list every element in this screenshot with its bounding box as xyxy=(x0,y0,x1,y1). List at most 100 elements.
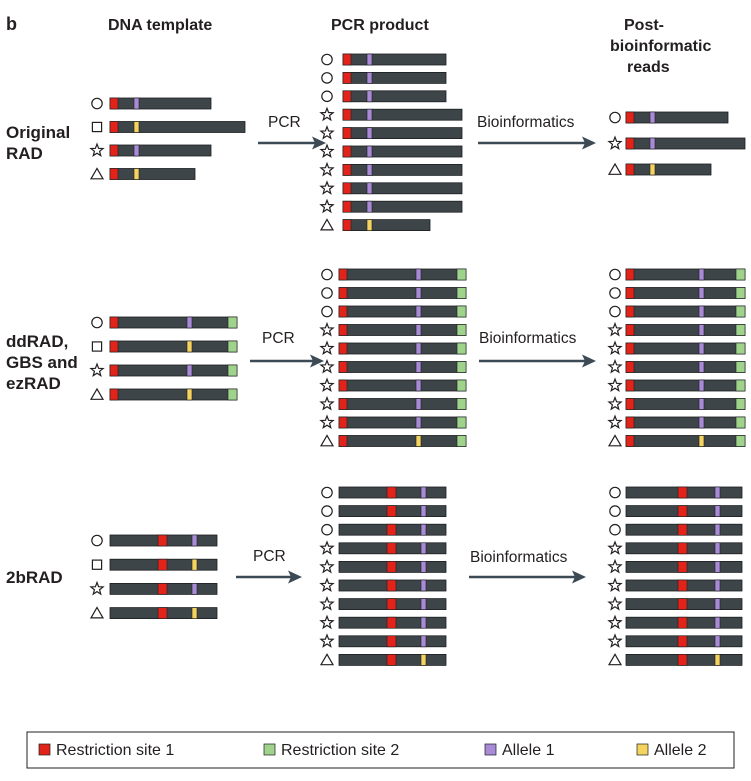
read-bar-body xyxy=(342,200,463,213)
arrow-label-bioinformatics-row1: Bioinformatics xyxy=(477,114,575,131)
restriction-site-1-mark xyxy=(625,435,635,447)
allele-1-mark xyxy=(366,200,373,213)
arrow-head xyxy=(288,570,302,584)
star-icon xyxy=(607,577,623,593)
read-bar-body xyxy=(338,435,467,447)
circle-icon xyxy=(321,53,333,66)
arrow-head xyxy=(582,354,596,368)
allele-1-mark xyxy=(714,523,721,536)
circle-icon xyxy=(321,268,333,281)
star-icon xyxy=(607,614,623,630)
read-bar-body xyxy=(109,364,238,377)
restriction-site-1-mark xyxy=(338,416,348,429)
restriction-site-2-mark xyxy=(456,324,467,336)
read-bar xyxy=(338,523,447,536)
restriction-site-2-mark xyxy=(456,287,467,299)
read-bar xyxy=(338,598,447,610)
allele-1-mark xyxy=(714,561,721,573)
read-bar-body xyxy=(625,137,746,150)
read-bar xyxy=(625,486,743,499)
restriction-site-2-mark xyxy=(735,287,746,299)
restriction-site-1-mark xyxy=(338,398,348,410)
read-bar-body xyxy=(338,287,467,299)
restriction-site-1-mark xyxy=(625,324,635,336)
restriction-site-1-mark xyxy=(677,561,688,573)
read-bar xyxy=(625,137,746,150)
read-bar xyxy=(342,90,447,103)
read-bar xyxy=(342,182,463,195)
star-icon xyxy=(319,340,335,356)
pcr-reads-group xyxy=(319,268,467,447)
arrow-label-bioinformatics-row2: Bioinformatics xyxy=(479,330,577,347)
read-bar xyxy=(338,361,467,373)
read-bar xyxy=(342,200,463,213)
legend-label: Restriction site 1 xyxy=(56,742,174,759)
read-bar xyxy=(625,416,746,429)
read-bar-body xyxy=(625,111,729,124)
read-bar xyxy=(338,635,447,648)
row-label-ddrad-line2: GBS and xyxy=(6,353,78,372)
circle-icon xyxy=(91,534,103,547)
star-icon xyxy=(319,540,335,555)
allele-2-mark xyxy=(698,435,705,447)
restriction-site-1-mark xyxy=(677,542,688,555)
panel-letter: b xyxy=(6,14,17,34)
restriction-site-1-mark xyxy=(386,654,397,666)
restriction-site-1-mark xyxy=(342,182,352,195)
allele-2-mark xyxy=(133,121,140,133)
restriction-site-1-mark xyxy=(386,616,397,629)
star-icon xyxy=(607,321,623,337)
allele-1-mark xyxy=(714,635,721,648)
allele-1-mark xyxy=(698,342,705,355)
allele-1-mark xyxy=(366,108,373,121)
allele-1-mark xyxy=(714,486,721,499)
arrow-head xyxy=(582,136,596,150)
star-icon xyxy=(607,595,623,611)
allele-1-mark xyxy=(420,486,427,499)
allele-1-mark xyxy=(698,361,705,373)
read-bar-body xyxy=(625,324,746,336)
triangle-icon xyxy=(607,434,623,447)
circle-icon xyxy=(321,72,333,84)
header-post-bioinformatic-line2: bioinformatic xyxy=(610,38,711,55)
star-icon xyxy=(607,558,623,574)
allele-2-mark xyxy=(366,219,373,231)
read-bar xyxy=(625,616,743,629)
square-icon xyxy=(91,341,103,352)
allele-1-mark xyxy=(698,379,705,392)
star-icon xyxy=(607,377,623,393)
read-bar-body xyxy=(109,168,196,180)
row-label-original-rad-line2: RAD xyxy=(6,144,43,163)
header-post-bioinformatic-line3: reads xyxy=(627,59,670,76)
star-icon xyxy=(319,577,335,593)
allele-1-mark xyxy=(649,137,656,150)
arrow xyxy=(258,136,326,150)
arrow xyxy=(236,570,302,584)
allele-1-mark xyxy=(415,305,422,318)
read-bar xyxy=(625,268,746,281)
allele-1-mark xyxy=(698,287,705,299)
read-bar xyxy=(625,361,746,373)
circle-icon xyxy=(609,505,621,517)
restriction-site-1-mark xyxy=(109,121,119,133)
arrow-head xyxy=(310,354,324,368)
restriction-site-1-mark xyxy=(338,361,348,373)
read-bar xyxy=(342,145,463,158)
pcr-reads-group xyxy=(319,486,447,666)
star-icon xyxy=(319,106,335,122)
restriction-site-1-mark xyxy=(109,316,119,329)
legend: Restriction site 1 Restriction site 2 Alle… xyxy=(38,742,707,759)
read-bar xyxy=(338,324,467,336)
read-bar xyxy=(625,324,746,336)
read-bar-body xyxy=(342,163,463,176)
restriction-site-2-mark xyxy=(735,342,746,355)
read-bar-body xyxy=(342,182,463,195)
triangle-icon xyxy=(319,218,335,231)
allele-1-mark xyxy=(420,598,427,610)
allele-1-mark xyxy=(649,111,656,124)
restriction-site-1-mark xyxy=(386,486,397,499)
read-bar xyxy=(338,379,467,392)
read-bar-body xyxy=(625,287,746,299)
restriction-site-1-mark xyxy=(677,598,688,610)
circle-icon xyxy=(91,97,103,110)
